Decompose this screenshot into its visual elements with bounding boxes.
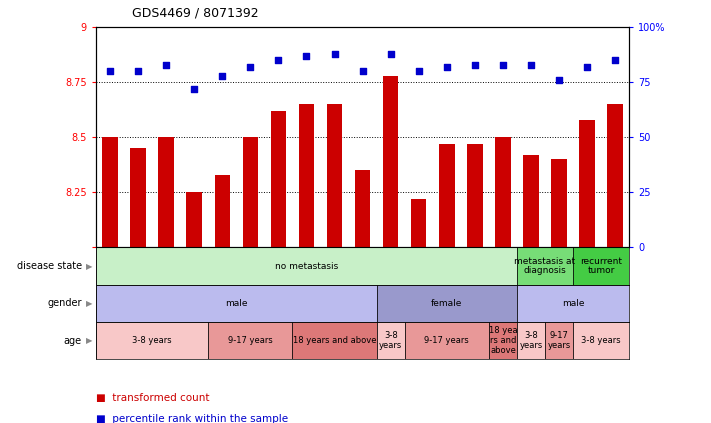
Point <box>273 57 284 64</box>
Text: 9-17 years: 9-17 years <box>424 336 469 345</box>
Bar <box>299 104 314 247</box>
Bar <box>377 322 405 359</box>
Point <box>441 64 452 71</box>
Point <box>469 61 481 68</box>
Text: ■  percentile rank within the sample: ■ percentile rank within the sample <box>96 414 288 423</box>
Point <box>553 77 565 84</box>
Text: 9-17
years: 9-17 years <box>547 331 571 350</box>
Text: ▶: ▶ <box>86 261 92 271</box>
Text: GDS4469 / 8071392: GDS4469 / 8071392 <box>132 6 258 19</box>
Bar <box>271 111 286 247</box>
Bar <box>517 285 629 322</box>
Bar <box>292 322 377 359</box>
Bar <box>327 104 342 247</box>
Bar <box>242 137 258 247</box>
Bar <box>130 148 146 247</box>
Text: ▶: ▶ <box>86 299 92 308</box>
Bar <box>579 120 595 247</box>
Bar <box>377 285 517 322</box>
Point <box>385 50 396 57</box>
Bar <box>159 137 174 247</box>
Bar <box>355 170 370 247</box>
Bar <box>439 144 454 247</box>
Bar <box>573 322 629 359</box>
Bar <box>517 247 573 285</box>
Bar <box>411 199 427 247</box>
Text: 3-8 years: 3-8 years <box>132 336 172 345</box>
Point <box>525 61 537 68</box>
Point <box>188 86 200 93</box>
Text: ■  transformed count: ■ transformed count <box>96 393 210 403</box>
Text: female: female <box>431 299 462 308</box>
Text: ▶: ▶ <box>86 336 92 345</box>
Text: disease state: disease state <box>16 261 82 271</box>
Point <box>609 57 621 64</box>
Bar <box>467 144 483 247</box>
Text: male: male <box>562 299 584 308</box>
Text: 3-8
years: 3-8 years <box>519 331 542 350</box>
Point <box>357 68 368 75</box>
Bar <box>496 137 510 247</box>
Bar <box>517 322 545 359</box>
Point <box>105 68 116 75</box>
Bar <box>489 322 517 359</box>
Point <box>413 68 424 75</box>
Bar <box>551 159 567 247</box>
Bar <box>545 322 573 359</box>
Bar <box>405 322 489 359</box>
Point <box>161 61 172 68</box>
Point <box>497 61 508 68</box>
Bar <box>96 322 208 359</box>
Bar <box>102 137 118 247</box>
Point <box>217 72 228 79</box>
Text: 9-17 years: 9-17 years <box>228 336 273 345</box>
Bar <box>215 175 230 247</box>
Text: age: age <box>64 335 82 346</box>
Text: 18 years and above: 18 years and above <box>293 336 376 345</box>
Bar <box>96 285 377 322</box>
Text: metastasis at
diagnosis: metastasis at diagnosis <box>515 257 576 275</box>
Text: gender: gender <box>47 298 82 308</box>
Bar <box>383 76 398 247</box>
Bar <box>208 322 292 359</box>
Point <box>329 50 341 57</box>
Text: 3-8 years: 3-8 years <box>582 336 621 345</box>
Bar <box>96 247 517 285</box>
Point <box>245 64 256 71</box>
Point <box>301 53 312 60</box>
Text: male: male <box>225 299 247 308</box>
Bar <box>607 104 623 247</box>
Bar <box>573 247 629 285</box>
Point <box>132 68 144 75</box>
Point <box>582 64 593 71</box>
Text: 18 yea
rs and
above: 18 yea rs and above <box>488 326 517 355</box>
Text: no metastasis: no metastasis <box>275 261 338 271</box>
Bar <box>523 155 539 247</box>
Bar <box>186 192 202 247</box>
Text: 3-8
years: 3-8 years <box>379 331 402 350</box>
Text: recurrent
tumor: recurrent tumor <box>580 257 622 275</box>
